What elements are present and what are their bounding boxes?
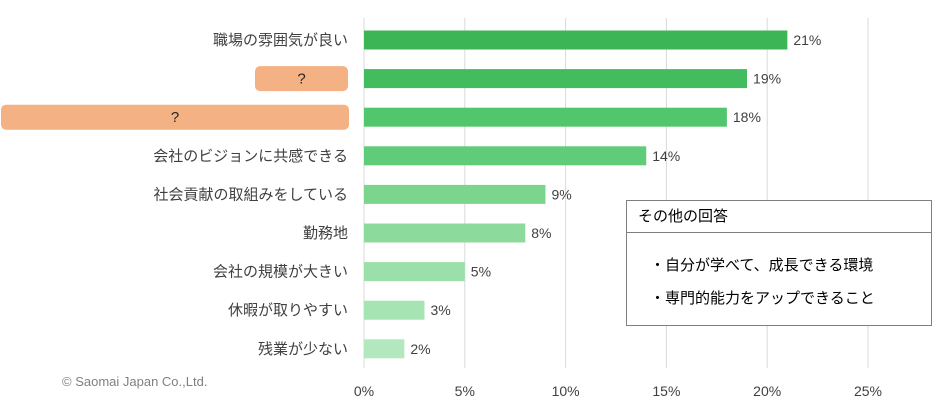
category-label: 休暇が取りやすい [228, 302, 348, 319]
data-label: 19% [753, 71, 781, 87]
bar [364, 300, 425, 320]
other-answer-item: ・専門的能力をアップできること [650, 290, 875, 307]
bar [364, 30, 788, 50]
bar [364, 146, 647, 166]
category-label: 勤務地 [303, 225, 348, 242]
bar [364, 69, 748, 89]
other-answers-list: ・自分が学べて、成長できる環境 ・専門的能力をアップできること [627, 233, 931, 315]
bar [364, 107, 727, 127]
x-tick-label: 20% [753, 383, 781, 399]
other-answers-title: その他の回答 [627, 201, 931, 233]
category-label: 会社の規模が大きい [213, 264, 348, 281]
data-label: 5% [471, 264, 491, 280]
data-label: 9% [551, 186, 571, 202]
category-highlight-box [1, 104, 349, 130]
category-highlight-box [255, 66, 348, 92]
x-tick-label: 5% [455, 383, 475, 399]
data-label: 3% [430, 302, 450, 318]
bar [364, 262, 465, 282]
x-tick-label: 15% [652, 383, 680, 399]
bar [364, 223, 526, 243]
data-label: 14% [652, 148, 680, 164]
data-label: 2% [410, 341, 430, 357]
other-answer-item: ・自分が学べて、成長できる環境 [650, 257, 874, 274]
copyright-text: © Saomai Japan Co.,Ltd. [62, 374, 208, 389]
category-label: 残業が少ない [258, 341, 348, 358]
category-label: ? [297, 71, 305, 88]
data-label: 18% [733, 109, 761, 125]
bars [364, 30, 788, 359]
x-tick-label: 10% [552, 383, 580, 399]
category-label: ? [171, 109, 179, 126]
labels: 0% 5% 10% 15% 20% 25% 21% 職場の雰囲気が良い 19%? 18%? 14% 会… [1, 32, 882, 399]
bar [364, 339, 405, 359]
data-label: 21% [793, 32, 821, 48]
category-label: 会社のビジョンに共感できる [153, 148, 348, 165]
category-label: 職場の雰囲気が良い [213, 32, 348, 49]
other-answers-box: その他の回答 ・自分が学べて、成長できる環境 ・専門的能力をアップできること [626, 200, 932, 326]
x-tick-label: 0% [354, 383, 374, 399]
category-label: 社会貢献の取組みをしている [153, 186, 348, 203]
data-label: 8% [531, 225, 551, 241]
bar [364, 184, 546, 204]
x-tick-label: 25% [854, 383, 882, 399]
